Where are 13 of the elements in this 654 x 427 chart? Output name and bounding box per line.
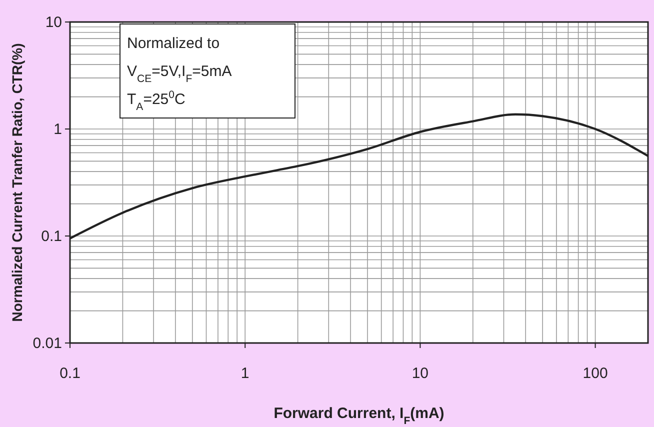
annotation: V$_{CE}$=5V,I$_{F}$=5mA xyxy=(127,63,232,85)
x-axis-title: Forward Current, I$_{F}$(mA) xyxy=(274,405,444,427)
y-axis-title: Normalized Current Tranfer Ratio, CTR(%) xyxy=(9,43,25,322)
y-tick-label: 1 xyxy=(54,121,62,138)
x-tick-label: 10 xyxy=(412,365,429,382)
x-tick-label: 100 xyxy=(582,365,608,382)
annotation: T$_{A}$=25$^{0}$C xyxy=(127,89,186,113)
annotation: Normalized to xyxy=(127,35,220,52)
x-tick-label: 1 xyxy=(240,365,250,382)
y-tick-label: 0.01 xyxy=(32,335,62,352)
y-tick-label: 10 xyxy=(45,14,62,31)
y-tick-label: 0.1 xyxy=(41,228,62,245)
x-tick-label: 0.1 xyxy=(60,365,80,382)
